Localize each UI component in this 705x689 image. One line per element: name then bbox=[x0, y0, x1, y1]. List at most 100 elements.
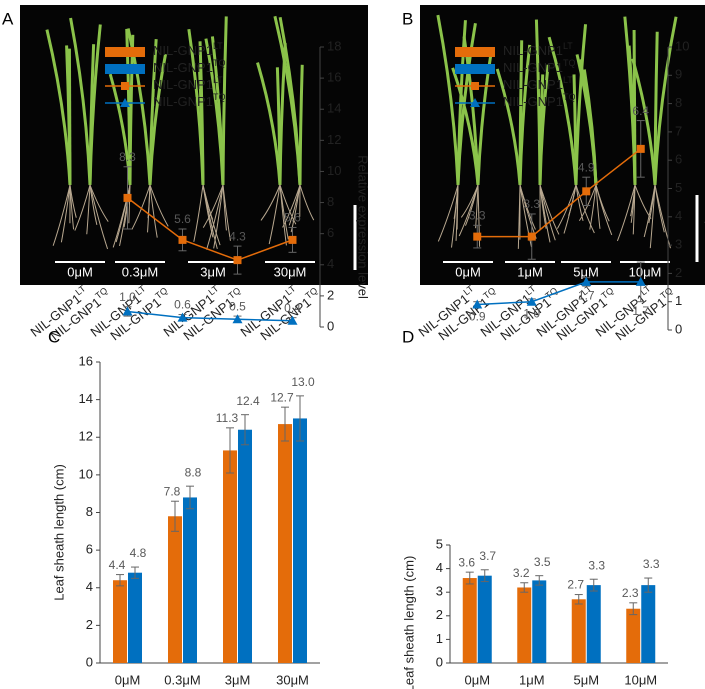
allele: TQ bbox=[213, 92, 226, 102]
y-tick-label: 3 bbox=[436, 584, 443, 599]
legend-marker bbox=[470, 98, 480, 107]
y2-tick-label: 10 bbox=[675, 38, 689, 53]
value-label: 1.7 bbox=[578, 288, 595, 302]
value-label: 4.4 bbox=[109, 558, 126, 572]
root bbox=[268, 184, 281, 245]
root bbox=[206, 184, 224, 250]
y2-tick-label: 8 bbox=[675, 95, 682, 110]
value-label: 12.4 bbox=[236, 394, 260, 408]
concentration-label: 0μM bbox=[67, 264, 93, 279]
value-label: 1.0 bbox=[523, 307, 540, 321]
legend-label: NIL-GNP1TQ bbox=[503, 58, 575, 75]
root bbox=[193, 184, 204, 242]
panel-label: B bbox=[402, 9, 413, 28]
value-label: 5.6 bbox=[284, 211, 301, 225]
y2-tick-label: 8 bbox=[327, 194, 334, 209]
root bbox=[89, 184, 109, 222]
y-tick-label: 4 bbox=[86, 579, 93, 594]
root bbox=[149, 184, 158, 238]
root bbox=[556, 184, 577, 229]
y2-axis-title: Relative expression level bbox=[704, 157, 705, 301]
legend-label: NIL-GNP1TQ bbox=[153, 58, 225, 75]
bar bbox=[223, 450, 237, 663]
leaf bbox=[518, 44, 532, 186]
root bbox=[589, 184, 597, 230]
panel-label: A bbox=[2, 9, 14, 28]
value-label: 3.3 bbox=[588, 558, 605, 572]
y2-tick-label: 16 bbox=[327, 70, 341, 85]
bar bbox=[532, 580, 547, 663]
legend-label: NIL-GNP1LT bbox=[153, 75, 223, 92]
line bbox=[477, 281, 641, 306]
root bbox=[147, 184, 151, 233]
root bbox=[131, 184, 151, 230]
bar bbox=[626, 608, 641, 663]
concentration-label: 5μM bbox=[573, 264, 599, 279]
line bbox=[127, 197, 293, 261]
root bbox=[288, 184, 301, 226]
value-label: 8.3 bbox=[119, 150, 136, 164]
root bbox=[260, 184, 281, 221]
bar bbox=[238, 429, 252, 663]
root bbox=[458, 184, 479, 237]
value-label: 6.4 bbox=[632, 104, 649, 118]
root bbox=[477, 184, 481, 247]
value-label: 7.8 bbox=[164, 484, 181, 498]
root bbox=[616, 184, 636, 242]
root bbox=[595, 184, 601, 229]
y-tick-label: 6 bbox=[86, 542, 93, 557]
bar bbox=[113, 580, 127, 663]
leaf bbox=[256, 62, 282, 186]
y2-tick-label: 2 bbox=[327, 287, 334, 302]
bar bbox=[168, 516, 182, 663]
y2-tick-label: 12 bbox=[327, 132, 341, 147]
bar bbox=[477, 575, 492, 663]
value-label: 3.5 bbox=[534, 555, 551, 569]
leaf bbox=[534, 19, 542, 186]
value-label: 3.3 bbox=[523, 197, 540, 211]
y-tick-label: 16 bbox=[79, 353, 93, 368]
value-label: 8.8 bbox=[185, 465, 202, 479]
root bbox=[60, 184, 71, 243]
bar bbox=[586, 585, 601, 663]
allele: TQ bbox=[213, 58, 226, 68]
genotype-name: NIL-GNP1 bbox=[153, 77, 213, 92]
root bbox=[299, 184, 315, 221]
y2-tick-label: 1 bbox=[675, 293, 682, 308]
leaf bbox=[65, 45, 72, 186]
concentration-label: 1μM bbox=[517, 264, 543, 279]
leaf bbox=[495, 68, 522, 186]
legend-label: NIL-GNP1LT bbox=[153, 41, 223, 58]
panel-label: D bbox=[402, 327, 414, 346]
x-tick-label: 3μM bbox=[225, 672, 251, 687]
root bbox=[519, 184, 532, 248]
legend-swatch bbox=[105, 47, 145, 57]
legend-marker bbox=[120, 98, 130, 107]
y-tick-label: 14 bbox=[79, 391, 93, 406]
genotype-name: NIL-GNP1 bbox=[503, 94, 563, 109]
leaf bbox=[126, 28, 152, 186]
y2-tick-label: 10 bbox=[327, 163, 341, 178]
y2-tick-label: 0 bbox=[327, 318, 334, 333]
y2-tick-label: 5 bbox=[675, 180, 682, 195]
y2-tick-label: 0 bbox=[675, 321, 682, 336]
y2-tick-label: 2 bbox=[675, 265, 682, 280]
bar bbox=[293, 418, 307, 663]
root bbox=[52, 184, 71, 246]
root bbox=[222, 184, 227, 231]
x-tick-label: 30μM bbox=[276, 672, 309, 687]
value-label: 4.9 bbox=[578, 160, 595, 174]
marker bbox=[233, 256, 242, 265]
legend-label: NIL-GNP1LT bbox=[503, 41, 573, 58]
marker bbox=[472, 299, 483, 309]
value-label: 3.7 bbox=[479, 549, 496, 563]
value-label: 13.0 bbox=[291, 375, 315, 389]
root bbox=[89, 184, 98, 225]
y-tick-label: 8 bbox=[86, 504, 93, 519]
marker bbox=[527, 232, 536, 241]
root bbox=[282, 184, 301, 228]
y-tick-label: 2 bbox=[86, 617, 93, 632]
y-tick-label: 0 bbox=[436, 654, 443, 669]
marker bbox=[636, 144, 645, 153]
